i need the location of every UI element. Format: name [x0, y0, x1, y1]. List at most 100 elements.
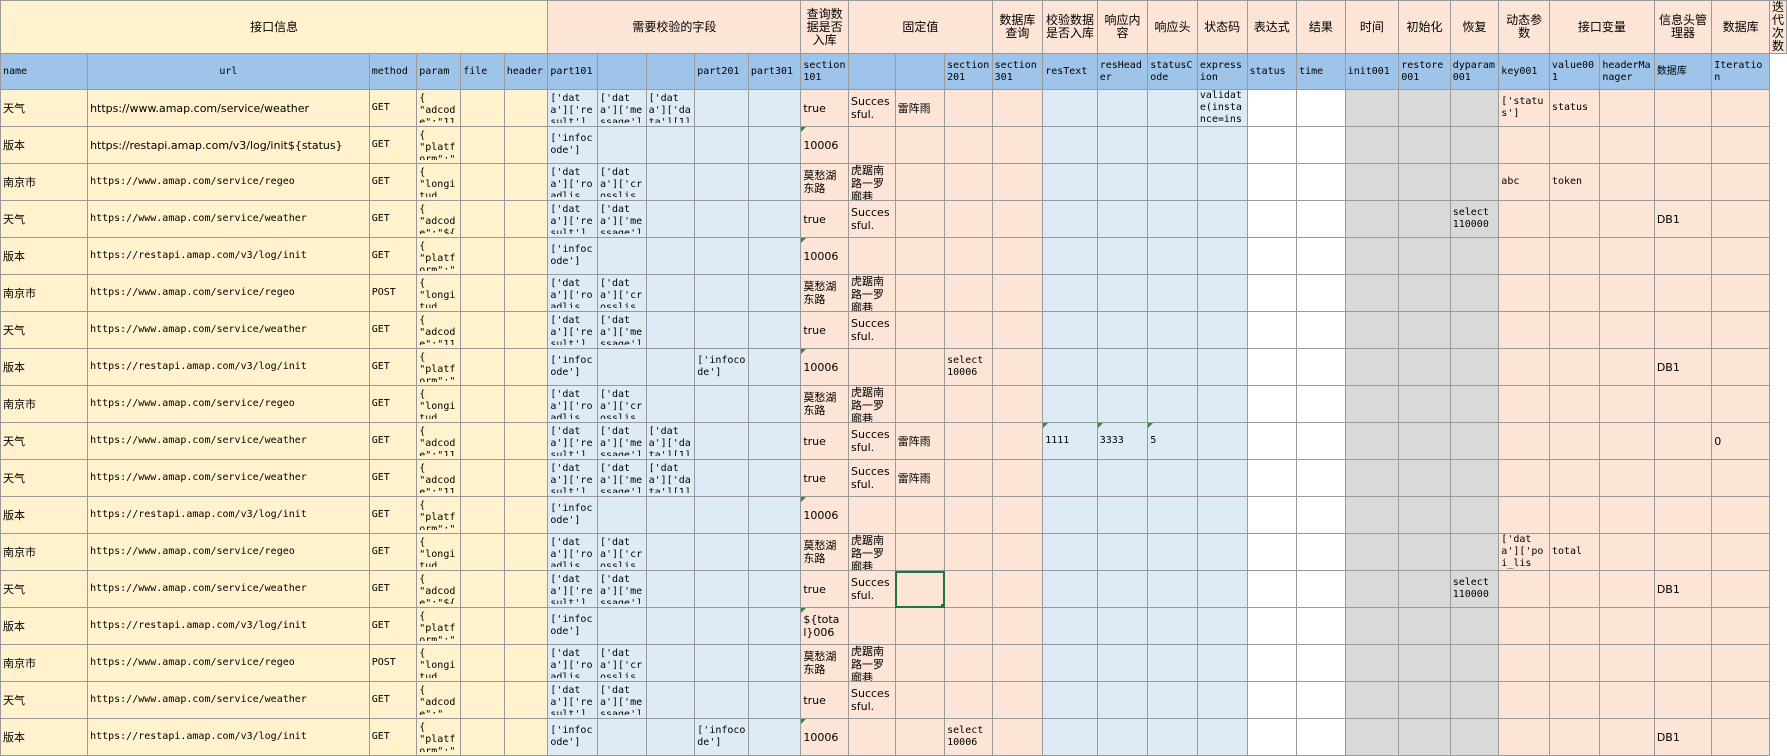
table-cell[interactable]: [1296, 681, 1346, 719]
table-cell[interactable]: [1548, 126, 1601, 164]
table-cell[interactable]: [1042, 607, 1098, 645]
table-cell[interactable]: [848, 607, 896, 645]
table-cell[interactable]: [1096, 89, 1149, 127]
table-cell[interactable]: [1147, 163, 1198, 201]
table-cell[interactable]: [1042, 348, 1098, 386]
table-cell[interactable]: [1449, 496, 1500, 534]
group-header-cell[interactable]: 数据库: [1711, 0, 1770, 54]
table-cell[interactable]: [1246, 570, 1298, 608]
table-cell[interactable]: [1042, 385, 1098, 423]
table-cell[interactable]: 天气: [0, 200, 89, 238]
table-cell[interactable]: [894, 200, 946, 238]
table-cell[interactable]: POST: [368, 274, 418, 312]
table-cell[interactable]: ['data']['message']: [596, 89, 647, 127]
table-cell[interactable]: ['infocode']: [694, 348, 749, 386]
table-cell[interactable]: [1096, 348, 1149, 386]
table-cell[interactable]: [747, 681, 802, 719]
table-cell[interactable]: [747, 459, 802, 497]
table-cell[interactable]: ['infocode']: [547, 237, 598, 275]
table-cell[interactable]: [1653, 496, 1713, 534]
table-cell[interactable]: [1296, 533, 1346, 571]
table-cell[interactable]: [460, 607, 505, 645]
table-cell[interactable]: [1599, 607, 1655, 645]
table-cell[interactable]: [1398, 311, 1451, 349]
table-cell[interactable]: ['data']['roadlist']: [547, 274, 598, 312]
column-header-cell[interactable]: part301: [747, 53, 802, 90]
table-cell[interactable]: [694, 311, 749, 349]
column-header-cell[interactable]: value001: [1548, 53, 1601, 90]
table-cell[interactable]: GET: [368, 459, 418, 497]
table-cell[interactable]: Successful.: [848, 200, 896, 238]
table-cell[interactable]: [1246, 200, 1298, 238]
table-cell[interactable]: [1296, 311, 1346, 349]
table-cell[interactable]: { "adcode":"11: [416, 422, 462, 460]
table-cell[interactable]: ['data']['data'][1][': [645, 422, 696, 460]
table-cell[interactable]: true: [800, 459, 849, 497]
table-cell[interactable]: [460, 274, 505, 312]
table-cell[interactable]: [1296, 496, 1346, 534]
table-cell[interactable]: [1498, 570, 1550, 608]
table-cell[interactable]: [1196, 237, 1248, 275]
table-cell[interactable]: [1498, 126, 1550, 164]
table-cell[interactable]: 天气: [0, 681, 89, 719]
table-cell[interactable]: { "platform":": [416, 496, 462, 534]
table-cell[interactable]: [1548, 385, 1601, 423]
group-header-cell[interactable]: 状态码: [1196, 0, 1248, 54]
table-cell[interactable]: 南京市: [0, 163, 89, 201]
table-cell[interactable]: [1246, 681, 1298, 719]
table-cell[interactable]: [645, 681, 696, 719]
table-cell[interactable]: [1548, 681, 1601, 719]
table-cell[interactable]: [1344, 89, 1400, 127]
table-cell[interactable]: [645, 570, 696, 608]
table-cell[interactable]: [694, 422, 749, 460]
table-cell[interactable]: [1196, 422, 1248, 460]
table-cell[interactable]: [694, 385, 749, 423]
group-header-cell[interactable]: 时间: [1344, 0, 1400, 54]
table-cell[interactable]: [1246, 422, 1298, 460]
table-cell[interactable]: true: [800, 89, 849, 127]
table-cell[interactable]: ['data']['roadlist']: [547, 533, 598, 571]
table-cell[interactable]: [1653, 89, 1713, 127]
table-cell[interactable]: [1042, 496, 1098, 534]
table-cell[interactable]: [1653, 681, 1713, 719]
table-cell[interactable]: [1398, 237, 1451, 275]
table-cell[interactable]: [645, 126, 696, 164]
table-cell[interactable]: [1196, 459, 1248, 497]
table-cell[interactable]: [747, 200, 802, 238]
table-cell[interactable]: [894, 163, 946, 201]
table-cell[interactable]: DB1: [1653, 570, 1713, 608]
table-cell[interactable]: [596, 237, 647, 275]
table-cell[interactable]: [1344, 496, 1400, 534]
table-cell[interactable]: https://www.amap.com/service/weather: [87, 422, 370, 460]
table-cell[interactable]: [1042, 237, 1098, 275]
table-cell[interactable]: [1344, 200, 1400, 238]
table-cell[interactable]: { "adcode":"11: [416, 459, 462, 497]
table-cell[interactable]: [944, 533, 993, 571]
table-cell[interactable]: 版本: [0, 348, 89, 386]
table-cell[interactable]: [1498, 385, 1550, 423]
table-cell[interactable]: 1111: [1042, 422, 1098, 460]
table-cell[interactable]: GET: [368, 385, 418, 423]
table-cell[interactable]: [1344, 570, 1400, 608]
table-cell[interactable]: https://www.amap.com/service/regeo: [87, 274, 370, 312]
table-cell[interactable]: [848, 126, 896, 164]
table-cell[interactable]: [1449, 274, 1500, 312]
table-cell[interactable]: https://www.amap.com/service/weather: [87, 570, 370, 608]
table-cell[interactable]: [645, 237, 696, 275]
table-cell[interactable]: [694, 163, 749, 201]
table-cell[interactable]: 雷阵雨: [894, 89, 946, 127]
table-cell[interactable]: [460, 348, 505, 386]
table-cell[interactable]: [1196, 681, 1248, 719]
table-cell[interactable]: [1196, 163, 1248, 201]
table-cell[interactable]: [1096, 607, 1149, 645]
table-cell[interactable]: ${total}006: [800, 607, 849, 645]
table-cell[interactable]: [1344, 718, 1400, 756]
table-cell[interactable]: [1449, 718, 1500, 756]
table-cell[interactable]: [894, 385, 946, 423]
table-cell[interactable]: [694, 681, 749, 719]
table-cell[interactable]: [894, 274, 946, 312]
group-header-cell[interactable]: 校验数据是否入库: [1042, 0, 1098, 54]
table-cell[interactable]: [1296, 644, 1346, 682]
table-cell[interactable]: [894, 644, 946, 682]
table-cell[interactable]: 虎踞南路一罗廊巷: [848, 274, 896, 312]
